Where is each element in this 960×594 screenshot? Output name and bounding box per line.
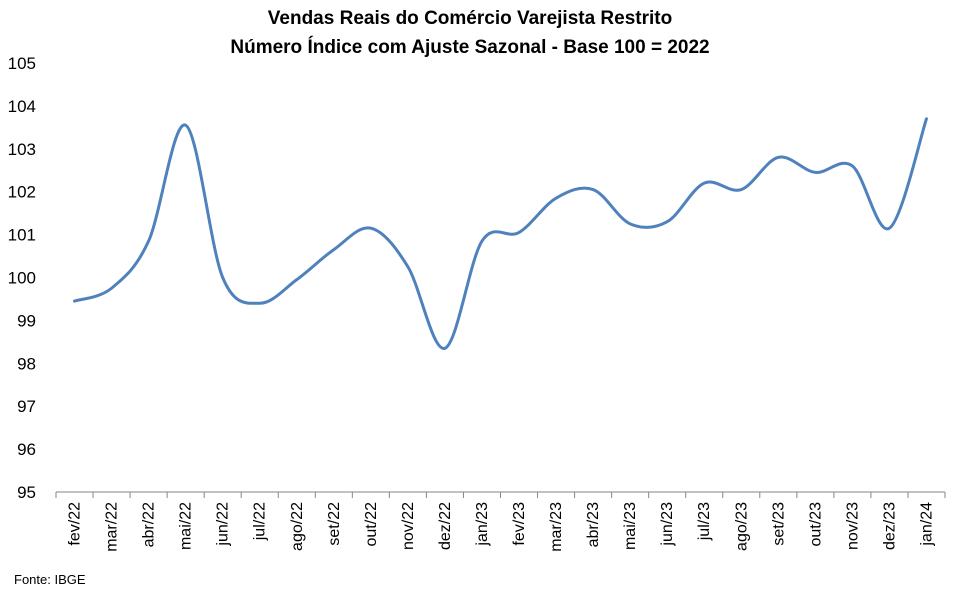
y-tick-label: 99 — [17, 311, 36, 330]
chart-subtitle: Número Índice com Ajuste Sazonal - Base … — [230, 36, 709, 58]
source-note: Fonte: IBGE — [14, 572, 86, 587]
x-tick-label: mar/23 — [548, 502, 565, 552]
y-tick-label: 103 — [8, 140, 36, 159]
data-point — [332, 248, 335, 251]
data-point — [369, 227, 372, 230]
y-axis-ticks: 95 96 97 98 99 100 101 102 103 104 105 — [8, 54, 36, 502]
y-tick-label: 102 — [8, 183, 36, 202]
y-tick-label: 95 — [17, 483, 36, 502]
x-axis-labels: fev/22 mar/22 abr/22 mai/22 jun/22 jul/22 ago/… — [67, 502, 936, 552]
data-point — [406, 265, 409, 268]
x-tick-label: ago/23 — [733, 502, 750, 551]
x-tick-label: dez/22 — [437, 502, 454, 550]
y-tick-label: 101 — [8, 226, 36, 245]
data-point — [518, 231, 521, 234]
data-point — [480, 240, 483, 243]
y-tick-label: 105 — [8, 54, 36, 73]
x-tick-label: jul/22 — [252, 502, 269, 541]
x-tick-label: dez/23 — [881, 502, 898, 550]
data-point — [147, 240, 150, 243]
series-group — [73, 117, 928, 350]
x-tick-label: abr/23 — [585, 502, 602, 547]
x-tick-label: abr/22 — [141, 502, 158, 547]
data-point — [740, 188, 743, 191]
y-tick-label: 104 — [8, 97, 36, 116]
x-tick-label: fev/23 — [511, 502, 528, 546]
data-point — [629, 222, 632, 225]
data-point — [443, 347, 446, 350]
x-tick-label: fev/22 — [67, 502, 84, 546]
data-point — [777, 156, 780, 159]
x-tick-label: nov/22 — [400, 502, 417, 550]
x-axis-tickmarks — [55, 492, 946, 498]
data-point — [555, 197, 558, 200]
y-tick-label: 98 — [17, 354, 36, 373]
data-point — [888, 227, 891, 230]
data-point — [703, 182, 706, 185]
chart-title: Vendas Reais do Comércio Varejista Restr… — [268, 8, 672, 29]
y-tick-label: 96 — [17, 440, 36, 459]
data-point — [73, 300, 76, 303]
data-point — [110, 287, 113, 290]
x-tick-label: jun/23 — [659, 502, 676, 547]
data-point — [258, 302, 261, 305]
data-point — [925, 117, 928, 120]
x-tick-label: mar/22 — [104, 502, 121, 552]
x-tick-label: jul/23 — [696, 502, 713, 541]
x-tick-label: set/22 — [326, 502, 343, 546]
x-tick-label: set/23 — [770, 502, 787, 546]
series-line — [73, 117, 928, 350]
data-point — [592, 188, 595, 191]
y-tick-label: 100 — [8, 269, 36, 288]
y-tick-label: 97 — [17, 397, 36, 416]
data-point — [184, 124, 187, 127]
data-point — [295, 278, 298, 281]
x-tick-label: out/22 — [363, 502, 380, 547]
x-tick-label: jan/23 — [474, 502, 491, 547]
data-point — [666, 220, 669, 223]
x-tick-label: nov/23 — [844, 502, 861, 550]
data-point — [814, 171, 817, 174]
x-tick-label: out/23 — [807, 502, 824, 547]
x-tick-label: mai/23 — [622, 502, 639, 550]
data-point — [851, 164, 854, 167]
x-tick-label: jan/24 — [918, 502, 935, 547]
x-tick-label: jun/22 — [215, 502, 232, 547]
x-tick-label: ago/22 — [289, 502, 306, 551]
data-point — [221, 276, 224, 279]
x-tick-label: mai/22 — [178, 502, 195, 550]
